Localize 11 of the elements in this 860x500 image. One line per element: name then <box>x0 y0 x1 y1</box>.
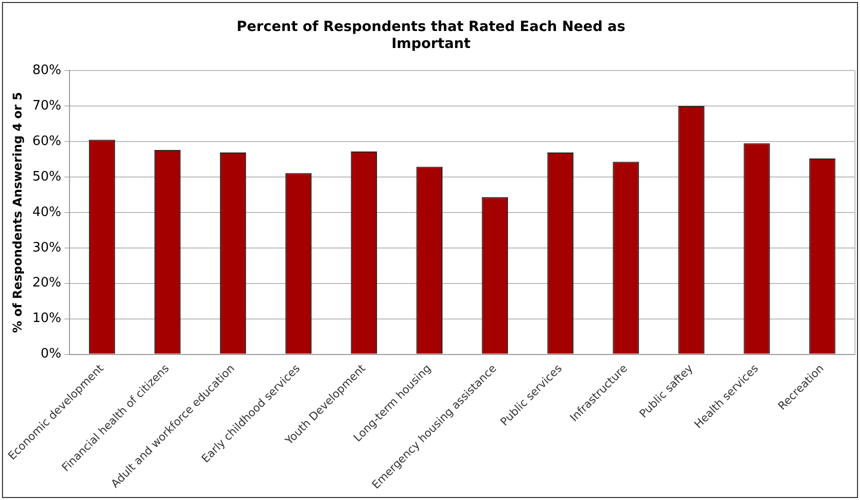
y-tick-label: 80% <box>32 62 62 78</box>
y-tick-label: 50% <box>32 169 62 184</box>
y-tick-label: 20% <box>32 276 62 291</box>
y-tick-label: 70% <box>32 98 62 114</box>
y-tick-label: 30% <box>32 240 62 256</box>
y-axis-title: % of Respondents Answering 4 or 5 <box>10 92 24 333</box>
y-tick-label: 60% <box>32 134 62 149</box>
y-tick-label: 40% <box>32 204 62 220</box>
y-tick-label: 0% <box>40 346 62 362</box>
y-tick-label: 10% <box>32 311 62 326</box>
chart-title: Percent of Respondents that Rated Each Need as Important <box>236 19 626 52</box>
